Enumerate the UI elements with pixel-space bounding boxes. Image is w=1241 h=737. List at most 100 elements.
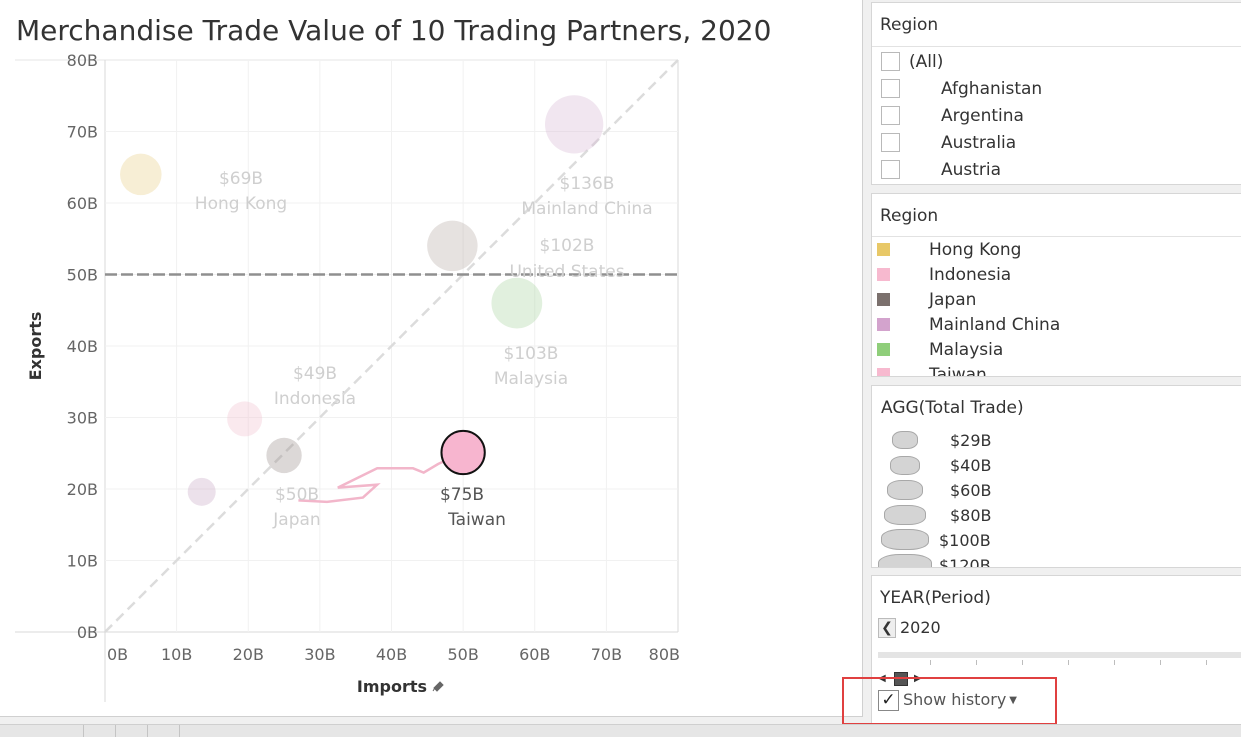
caret-down-icon[interactable]: ▼ — [1009, 695, 1017, 706]
swatch-taiwan — [877, 368, 890, 376]
size-shape-40b — [890, 456, 920, 475]
x-tick-label: 20B — [233, 645, 264, 664]
legend-item-hong-kong[interactable]: Hong Kong — [929, 240, 1022, 260]
x-axis-title: Imports — [357, 677, 427, 696]
legend-item-mainland-china[interactable]: Mainland China — [929, 315, 1061, 335]
y-tick-label: 0B — [77, 623, 98, 642]
point-indonesia — [227, 401, 263, 437]
show-history-label[interactable]: Show history — [903, 690, 1007, 709]
scatter-viz: Merchandise Trade Value of 10 Trading Pa… — [0, 0, 863, 717]
x-tick-label: 50B — [447, 645, 478, 664]
legend-item-indonesia[interactable]: Indonesia — [929, 265, 1012, 285]
point-japan — [266, 437, 302, 474]
y-tick-label: 30B — [67, 409, 98, 428]
point-united-states — [427, 220, 478, 272]
checkbox-argentina[interactable] — [881, 106, 900, 125]
size-shape-100b — [881, 529, 929, 550]
size-legend-title: AGG(Total Trade) — [881, 398, 1024, 418]
scatter-plot[interactable]: 0B 10B 20B 30B 40B 50B 60B 70B 80B 0B 10B 20B 30B 40B… — [0, 0, 862, 716]
swatch-malaysia — [877, 343, 890, 356]
point-label-taiwan: Taiwan — [447, 510, 506, 530]
point-label-japan: Japan — [272, 510, 320, 530]
size-label-60b: $60B — [950, 481, 992, 500]
filter-item-argentina[interactable]: Argentina — [941, 106, 1024, 126]
filter-item-australia[interactable]: Australia — [941, 133, 1017, 153]
filter-item-afghanistan[interactable]: Afghanistan — [941, 79, 1043, 99]
region-filter-panel: Region (All) Afghanistan Argentina Austr… — [871, 2, 1241, 185]
y-axis-title: Exports — [26, 312, 45, 381]
point-hong-kong — [120, 153, 162, 196]
year-panel-title: YEAR(Period) — [880, 588, 991, 608]
size-label-40b: $40B — [950, 456, 992, 475]
size-shape-120b — [878, 554, 932, 567]
x-tick-label: 60B — [519, 645, 550, 664]
size-label-80b: $80B — [950, 506, 992, 525]
x-tick-label: 40B — [376, 645, 407, 664]
color-legend-title: Region — [880, 206, 939, 226]
point-label-mainland-china: Mainland China — [521, 199, 652, 219]
y-tick-label: 80B — [67, 51, 98, 70]
legend-item-japan[interactable]: Japan — [929, 290, 977, 310]
year-slider-track[interactable] — [878, 652, 1241, 658]
point-value-taiwan: $75B — [440, 485, 484, 505]
swatch-mainland-china — [877, 318, 890, 331]
size-label-29b: $29B — [950, 431, 992, 450]
point-label-malaysia: Malaysia — [494, 369, 568, 389]
size-shape-29b — [892, 431, 918, 449]
playback-stop-icon[interactable] — [894, 672, 908, 686]
checkbox-australia[interactable] — [881, 133, 900, 152]
point-label-indonesia: Indonesia — [274, 389, 356, 409]
playback-forward-icon[interactable]: ▶ — [914, 673, 922, 684]
point-value-mainland-china: $136B — [560, 174, 615, 194]
size-shape-60b — [887, 480, 923, 500]
x-tick-label: 10B — [161, 645, 192, 664]
point-label-hong-kong: Hong Kong — [195, 194, 287, 214]
playback-back-icon[interactable]: ◀ — [878, 673, 886, 684]
legend-item-malaysia[interactable]: Malaysia — [929, 340, 1004, 360]
show-history-toggle[interactable]: ✓ Show history ▼ — [878, 690, 1017, 714]
point-value-indonesia: $49B — [293, 364, 337, 384]
point-value-united-states: $102B — [540, 236, 595, 256]
point-mainland-china — [544, 95, 604, 154]
x-tick-label: 0B — [107, 645, 128, 664]
checkbox-all[interactable] — [881, 52, 900, 71]
point-malaysia — [491, 277, 543, 329]
x-tick-label: 70B — [591, 645, 622, 664]
chart-title: Merchandise Trade Value of 10 Trading Pa… — [16, 14, 772, 47]
size-label-120b: $120B — [939, 556, 991, 568]
checkbox-austria[interactable] — [881, 160, 900, 179]
legend-item-taiwan[interactable]: Taiwan — [929, 365, 987, 377]
checkbox-afghanistan[interactable] — [881, 79, 900, 98]
y-tick-label: 50B — [67, 266, 98, 285]
year-panel: YEAR(Period) ❮ 2020 ◀ ▶ ✓ Show history ▼ — [871, 575, 1241, 726]
point-label-united-states: United States — [509, 262, 624, 282]
point-unlabeled — [187, 477, 216, 506]
swatch-hong-kong — [877, 243, 890, 256]
size-legend-panel: AGG(Total Trade) $29B $40B $60B $80B $10… — [871, 385, 1241, 568]
filter-item-austria[interactable]: Austria — [941, 160, 1002, 180]
swatch-indonesia — [877, 268, 890, 281]
region-filter-title: Region — [880, 15, 939, 35]
history-trail-taiwan — [298, 451, 464, 504]
pin-icon — [432, 681, 444, 692]
point-value-hong-kong: $69B — [219, 169, 263, 189]
year-value[interactable]: 2020 — [900, 618, 941, 637]
y-tick-label: 40B — [67, 337, 98, 356]
swatch-japan — [877, 293, 890, 306]
size-label-100b: $100B — [939, 531, 991, 550]
point-taiwan — [440, 429, 486, 476]
y-tick-label: 10B — [67, 552, 98, 571]
diagonal-reference-line — [104, 59, 679, 633]
point-value-japan: $50B — [275, 485, 319, 505]
size-shape-80b — [884, 505, 926, 525]
x-tick-label: 80B — [649, 645, 680, 664]
y-tick-label: 70B — [67, 123, 98, 142]
y-tick-label: 20B — [67, 480, 98, 499]
point-value-malaysia: $103B — [504, 344, 559, 364]
color-legend-panel: Region Hong Kong Indonesia Japan Mainlan… — [871, 193, 1241, 377]
chevron-left-icon[interactable]: ❮ — [878, 618, 896, 638]
filter-item-all[interactable]: (All) — [909, 52, 944, 72]
y-tick-label: 60B — [67, 194, 98, 213]
checkmark-icon[interactable]: ✓ — [878, 690, 899, 711]
bottom-tab-bar — [0, 724, 1241, 737]
